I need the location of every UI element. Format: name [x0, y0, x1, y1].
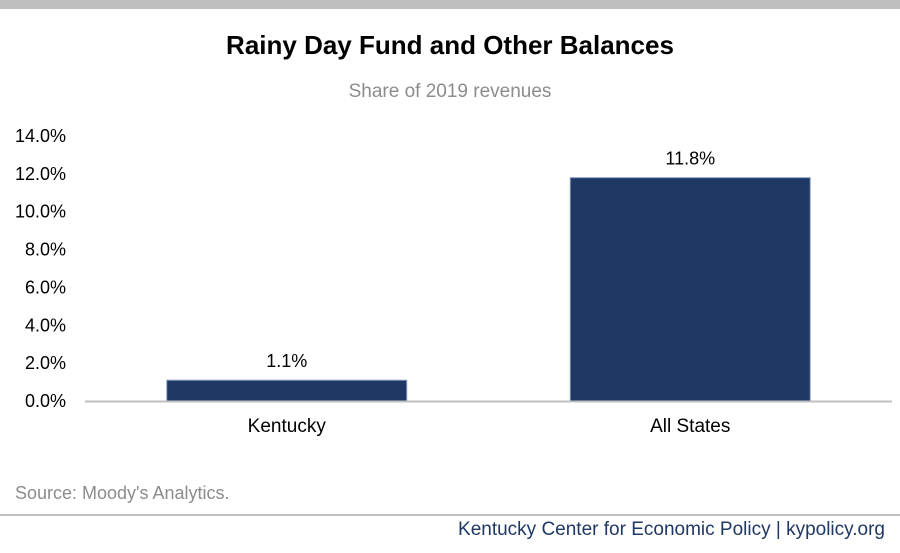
y-tick-label: 4.0% — [25, 315, 66, 335]
footer-divider — [0, 514, 900, 516]
y-tick-label: 8.0% — [25, 240, 66, 260]
y-tick-label: 2.0% — [25, 353, 66, 373]
footer-credit: Kentucky Center for Economic Policy | ky… — [458, 519, 885, 540]
data-label: 1.1% — [266, 351, 307, 371]
chart-subtitle: Share of 2019 revenues — [348, 81, 552, 102]
y-tick-label: 12.0% — [15, 164, 66, 184]
y-tick-label: 0.0% — [25, 391, 66, 411]
y-tick-label: 14.0% — [15, 126, 66, 146]
chart-title: Rainy Day Fund and Other Balances — [226, 30, 674, 60]
data-label: 11.8% — [665, 149, 715, 169]
bar — [569, 177, 811, 402]
bar — [166, 379, 408, 402]
y-tick-label: 10.0% — [15, 202, 66, 222]
source-note: Source: Moody's Analytics. — [15, 483, 230, 503]
x-category-label: Kentucky — [248, 416, 327, 437]
y-tick-label: 6.0% — [25, 277, 66, 297]
top-divider-bar — [0, 0, 900, 9]
x-category-label: All States — [650, 416, 730, 437]
